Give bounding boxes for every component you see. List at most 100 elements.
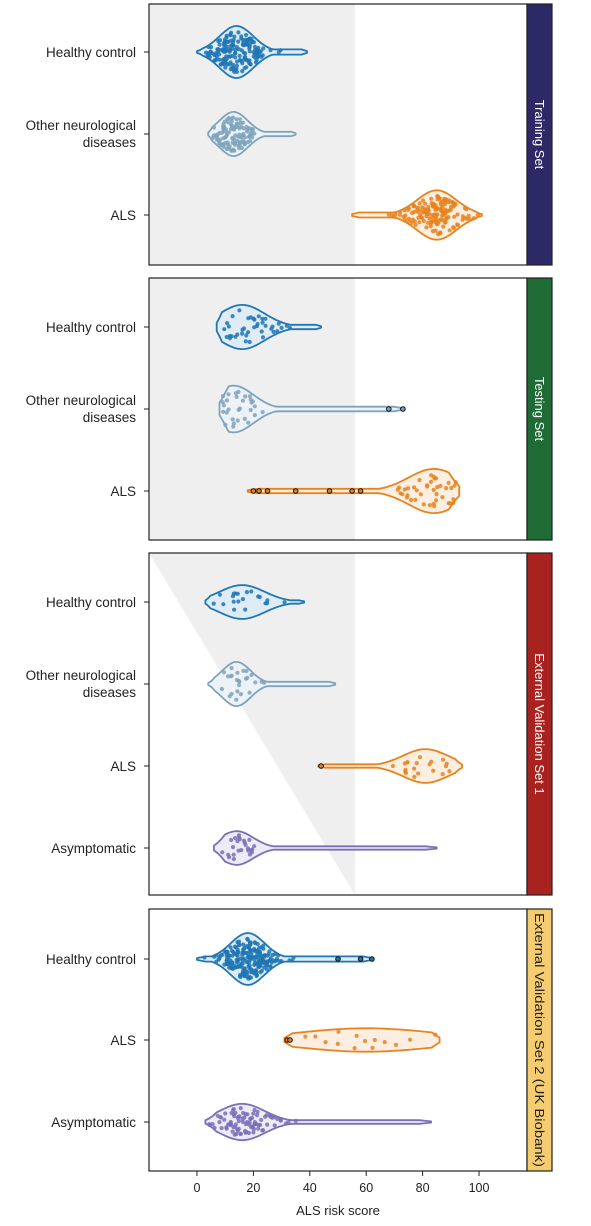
x-tick-label: 0 xyxy=(193,1181,200,1195)
panel-2: Healthy control Other neurological disease… xyxy=(26,277,553,541)
data-point xyxy=(440,213,445,218)
data-point xyxy=(449,485,454,491)
data-point xyxy=(400,406,406,412)
data-point xyxy=(207,1122,212,1127)
data-point xyxy=(228,33,233,38)
data-point xyxy=(231,1107,236,1112)
data-point xyxy=(303,1034,308,1039)
data-point xyxy=(252,844,257,849)
data-point xyxy=(275,329,280,334)
y-tick-label: Healthy control xyxy=(46,952,136,967)
data-point xyxy=(231,599,236,604)
data-point xyxy=(440,199,445,204)
data-point xyxy=(247,837,252,843)
panel-strip: Testing Set xyxy=(526,277,553,541)
x-tick-label: 80 xyxy=(416,1181,430,1195)
data-point xyxy=(231,591,236,596)
data-point xyxy=(452,214,457,219)
data-point xyxy=(265,1122,270,1127)
data-point xyxy=(471,216,476,221)
data-point xyxy=(222,327,227,332)
data-point xyxy=(219,1126,224,1131)
data-point xyxy=(237,142,242,147)
data-point xyxy=(248,1116,253,1121)
data-point xyxy=(253,680,258,685)
data-point xyxy=(409,497,414,503)
data-point xyxy=(453,480,458,485)
data-point xyxy=(233,124,238,129)
data-point xyxy=(243,676,249,681)
data-point xyxy=(235,949,241,955)
data-point xyxy=(249,1125,254,1130)
data-points xyxy=(250,473,458,509)
x-tick-label: 20 xyxy=(246,1181,260,1195)
violin-other_neurological: Other neurological diseases xyxy=(26,661,337,707)
data-point xyxy=(268,48,273,53)
data-point xyxy=(443,211,448,216)
data-point xyxy=(233,1110,238,1115)
data-point xyxy=(236,47,241,52)
data-point xyxy=(247,49,252,54)
data-point xyxy=(268,956,273,961)
data-point xyxy=(255,1109,260,1114)
data-point xyxy=(404,495,409,500)
data-point xyxy=(220,400,225,405)
data-point xyxy=(236,683,242,688)
data-point xyxy=(233,47,238,53)
data-point xyxy=(451,497,456,502)
data-point xyxy=(286,1120,291,1125)
data-point xyxy=(246,848,251,853)
data-point xyxy=(438,483,443,488)
violin-other_neurological: Other neurological diseases xyxy=(26,111,297,157)
data-point xyxy=(219,686,224,692)
data-point xyxy=(423,201,428,206)
data-point xyxy=(235,670,240,675)
data-point xyxy=(241,668,246,674)
panel-3: Healthy control Other neurological disease… xyxy=(26,552,553,896)
y-tick-label: Other neurological diseases xyxy=(26,393,137,425)
data-point xyxy=(276,953,281,958)
data-point xyxy=(431,487,436,492)
data-point xyxy=(352,1046,357,1051)
data-point xyxy=(224,33,229,38)
data-point xyxy=(372,1037,377,1043)
data-point xyxy=(221,47,226,52)
data-point xyxy=(240,952,245,957)
data-points xyxy=(386,194,481,237)
data-point xyxy=(475,213,481,218)
data-point xyxy=(411,204,416,209)
strip-label: Testing Set xyxy=(532,377,547,442)
data-point xyxy=(370,1045,375,1050)
data-point xyxy=(260,320,265,325)
data-point xyxy=(433,207,438,212)
data-point xyxy=(240,327,245,332)
data-point xyxy=(226,392,231,397)
data-point xyxy=(252,325,257,330)
strip-background xyxy=(526,908,553,1172)
data-point xyxy=(224,334,229,340)
data-point xyxy=(225,321,230,326)
data-point xyxy=(214,959,219,965)
data-point xyxy=(446,480,451,485)
data-point xyxy=(369,956,375,962)
data-point xyxy=(247,394,252,399)
data-point xyxy=(279,325,284,330)
data-point xyxy=(247,339,252,345)
data-point xyxy=(427,216,432,221)
data-point xyxy=(434,491,439,497)
data-point xyxy=(357,488,364,494)
data-point xyxy=(425,484,430,489)
data-point xyxy=(251,1111,256,1116)
data-point xyxy=(447,228,452,233)
data-point xyxy=(256,1126,261,1131)
data-point xyxy=(227,49,232,54)
data-points xyxy=(219,666,267,702)
violin-asymptomatic: Asymptomatic xyxy=(51,830,438,866)
data-point xyxy=(242,416,247,421)
data-point xyxy=(210,1122,215,1127)
data-point xyxy=(243,54,248,60)
x-tick-label: 40 xyxy=(303,1181,317,1195)
data-point xyxy=(242,135,248,140)
data-point xyxy=(254,972,259,978)
data-point xyxy=(243,51,248,56)
